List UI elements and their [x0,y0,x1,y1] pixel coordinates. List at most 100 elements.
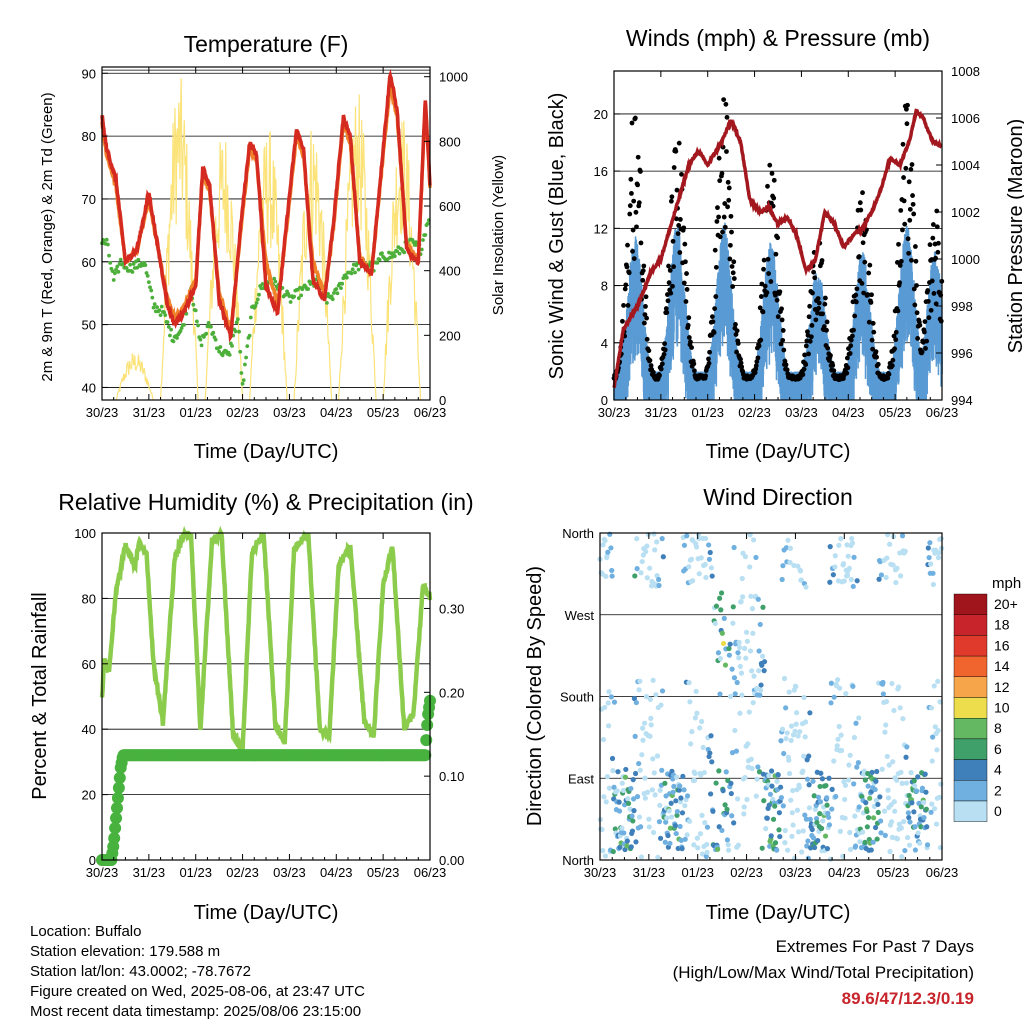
dewpoint-point [152,302,157,307]
gust-point [769,171,775,176]
direction-point [644,575,650,581]
direction-point [793,683,799,690]
direction-point [699,812,705,818]
direction-point [656,582,662,589]
direction-point [779,576,785,583]
gust-point [717,178,723,184]
direction-point [864,808,870,815]
precipitation-point [420,734,433,747]
direction-point [904,744,910,750]
direction-point [928,705,935,711]
direction-point [938,781,944,787]
direction-point [804,843,810,849]
direction-point [777,784,784,790]
direction-point [814,819,820,826]
direction-point [664,815,670,821]
direction-point [844,572,851,579]
gust-point [813,317,819,323]
colorbar-label: 18 [994,617,1010,633]
direction-point [880,679,886,686]
dewpoint-point [204,331,209,336]
dewpoint-point [165,320,170,325]
direction-point [615,769,621,775]
dewpoint-point [375,260,380,265]
gust-point [779,306,784,312]
direction-point [656,819,663,825]
direction-point [835,736,841,742]
dewpoint-point [425,221,430,226]
dewpoint-point [136,257,141,262]
direction-point [652,792,658,798]
direction-point [776,810,783,816]
direction-point [725,842,731,848]
dewpoint-point [115,264,120,269]
direction-point [884,555,890,561]
direction-point [684,832,690,838]
y-tick-label: North [562,526,594,541]
gust-point [782,358,788,364]
y2-tick-label: 1002 [951,205,980,220]
direction-point [898,825,904,831]
y2-tick-label: 1008 [951,64,980,79]
direction-point [619,780,625,786]
gust-point [907,206,913,212]
dewpoint-point [255,297,260,302]
direction-point [800,828,806,834]
gust-point [845,365,851,371]
relative-humidity-line [99,525,433,754]
direction-point [774,778,780,784]
direction-point [901,819,907,825]
gust-point [811,269,817,275]
timestamp-text: Most recent data timestamp: 2025/08/06 2… [30,1003,362,1020]
direction-point [824,795,830,801]
direction-point [919,785,926,791]
gust-point [801,366,807,372]
gust-point [936,240,941,246]
gust-point [752,370,758,376]
direction-point [894,565,900,571]
dewpoint-point [107,253,111,258]
gust-point [890,357,896,363]
gust-point [706,356,711,362]
direction-point [856,715,862,721]
x-tick-label: 01/23 [179,405,212,420]
humidity-title: Relative Humidity (%) & Precipitation (i… [58,489,473,515]
direction-point [806,753,812,759]
x-tick-label: 05/23 [879,405,912,420]
dewpoint-point [421,238,425,242]
gust-point [889,363,895,369]
direction-point [844,542,850,548]
direction-point [848,576,854,583]
direction-point [681,787,687,793]
x-tick-label: 06/23 [414,405,447,420]
colorbar-label: 14 [994,658,1010,674]
gust-point [717,234,723,240]
direction-point [716,768,722,774]
direction-point [890,759,896,765]
direction-point [835,677,841,683]
gust-point [825,345,831,351]
gust-point [692,368,697,374]
direction-point [851,781,857,787]
direction-point [738,670,745,676]
x-tick-label: 06/23 [926,865,959,880]
direction-point [900,716,906,722]
y2-tick-label: 0.20 [439,685,464,700]
direction-point [703,574,709,581]
direction-point [815,794,822,800]
direction-point [641,720,648,726]
direction-point [627,806,633,812]
direction-point [742,645,748,652]
direction-point [700,744,706,751]
gust-point [735,341,741,346]
direction-point [710,808,716,814]
gust-point [803,343,809,349]
gust-point [895,308,901,314]
direction-point [730,604,736,610]
direction-point [836,685,843,691]
gust-point [870,320,876,326]
direction-point [850,583,856,590]
direction-point [875,809,881,816]
gust-point [897,280,903,286]
gust-point [774,297,780,303]
